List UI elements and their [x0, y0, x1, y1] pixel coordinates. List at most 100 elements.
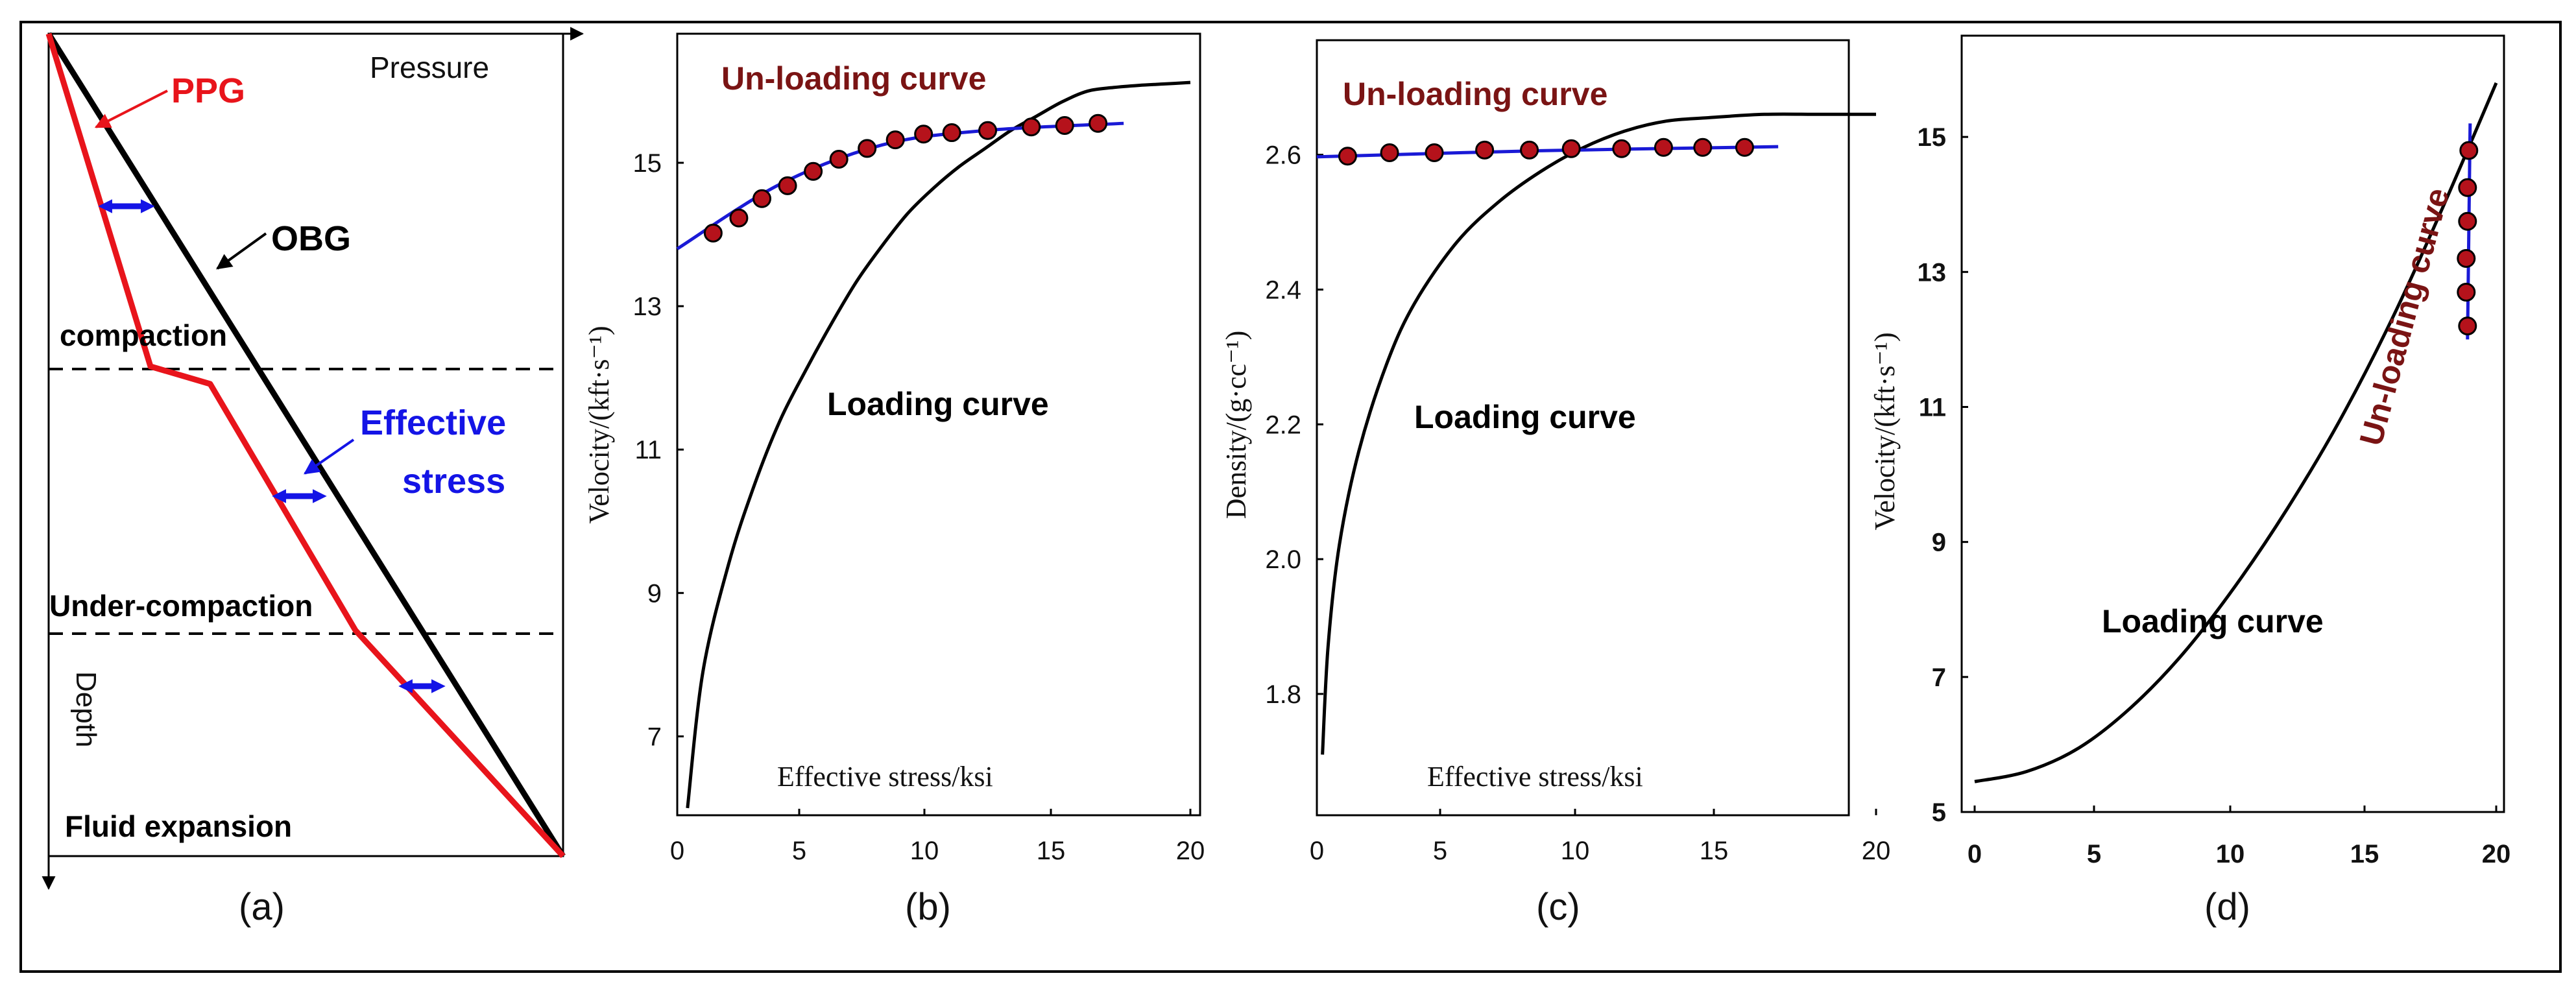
y-tick-label: 7: [1932, 663, 1946, 692]
panel-b-loading-label: Loading curve: [827, 386, 1049, 422]
x-tick-label: 20: [2482, 840, 2511, 868]
panel-c-plot-area: [1316, 39, 1850, 817]
panel-d-loading-label: Loading curve: [2102, 603, 2324, 639]
ppg-label: PPG: [171, 71, 245, 110]
x-tick-label: 15: [1700, 837, 1729, 865]
unloading-data-point: [1022, 117, 1041, 137]
unloading-data-point: [1380, 143, 1399, 163]
panel-b-plot-area: [676, 32, 1201, 817]
y-tick-label: 13: [1918, 258, 1947, 287]
loading-curve: [1974, 82, 2498, 783]
pressure-label: Pressure: [370, 51, 489, 84]
panel-c-unloading-label: Un-loading curve: [1343, 76, 1607, 112]
unloading-data-point: [1561, 139, 1581, 158]
unloading-data-point: [1475, 140, 1495, 160]
unloading-data-point: [2457, 283, 2476, 302]
loading-curve: [1321, 112, 1876, 755]
unloading-data-point: [1612, 139, 1631, 158]
unloading-data-point: [1654, 137, 1673, 157]
panel-b-ylabel: Velocity/(kft·s⁻¹): [583, 326, 615, 523]
unloading-data-point: [752, 189, 772, 208]
unloading-data-point: [1520, 140, 1539, 160]
y-tick-label: 11: [1919, 393, 1946, 422]
x-tick-label: 15: [1037, 837, 1066, 865]
unloading-data-point: [1693, 137, 1713, 157]
y-tick-label: 15: [633, 149, 662, 178]
x-tick-label: 20: [1176, 837, 1205, 865]
figure-frame: [19, 21, 2562, 973]
unloading-data-point: [2458, 316, 2477, 336]
x-tick-label: 0: [1968, 840, 1982, 868]
panel-d-label: (d): [2204, 886, 2250, 928]
unloading-data-point: [829, 149, 849, 169]
compaction-label: compaction: [60, 318, 227, 352]
unloading-data-point: [778, 176, 797, 195]
obg-line: [46, 32, 566, 858]
panel-b-xlabel: Effective stress/ksi: [777, 761, 993, 793]
effective-stress-label-2: stress: [402, 462, 505, 501]
x-tick-label: 10: [1561, 837, 1590, 865]
x-tick-label: 0: [1310, 837, 1324, 865]
obg-pointer: [216, 232, 267, 270]
unloading-data-point: [703, 223, 723, 243]
depth-label: Depth: [70, 671, 102, 747]
ppg-pointer: [94, 90, 168, 128]
y-tick-label: 2.6: [1265, 141, 1301, 170]
panel-c-ylabel: Density/(g·cc⁻¹): [1220, 331, 1252, 519]
obg-label: OBG: [271, 219, 351, 258]
y-tick-label: 1.8: [1265, 680, 1301, 709]
unloading-data-point: [2457, 248, 2476, 268]
panel-a: Pressure Depth PPG OBG compaction Under-…: [42, 27, 584, 928]
y-tick-label: 2.2: [1265, 411, 1301, 439]
panel-b-unloading-label: Un-loading curve: [721, 60, 986, 97]
unloading-data-point: [1055, 116, 1074, 136]
panel-c-label: (c): [1536, 886, 1580, 928]
y-tick-label: 15: [1918, 123, 1947, 152]
x-tick-label: 10: [910, 837, 939, 865]
panel-b-label: (b): [905, 886, 951, 928]
y-tick-label: 11: [634, 436, 662, 464]
x-tick-label: 15: [2350, 840, 2379, 868]
unloading-fit-line: [1316, 145, 1779, 159]
unloading-data-point: [2458, 178, 2477, 197]
x-tick-label: 5: [792, 837, 806, 865]
unloading-data-point: [1089, 113, 1108, 133]
unloading-data-point: [858, 139, 877, 158]
panel-a-label: (a): [239, 886, 285, 928]
unloading-data-point: [942, 123, 961, 143]
unloading-data-point: [914, 125, 933, 144]
unloading-data-point: [2459, 141, 2479, 160]
x-tick-label: 0: [670, 837, 684, 865]
y-tick-label: 5: [1932, 798, 1946, 827]
ppg-line: [45, 32, 566, 859]
effective-stress-pointer: [304, 438, 355, 475]
unloading-data-point: [1338, 147, 1357, 166]
panel-c: 0 5 10 15 20 1.8 2.0 2.2 2.4 2.6 Density/(g·cc⁻¹)…: [1220, 39, 1891, 928]
fluid-expansion-label: Fluid expansion: [65, 809, 292, 843]
x-tick-label: 5: [2087, 840, 2101, 868]
under-compaction-label: Under-compaction: [49, 589, 313, 623]
effective-stress-label-1: Effective: [360, 403, 506, 442]
panel-b: 0 5 10 15 20 7 9 11 13 15 Velocity/(kft·s⁻¹) Effe…: [583, 32, 1205, 928]
loading-curve: [686, 80, 1191, 809]
unloading-data-point: [729, 208, 749, 228]
x-tick-label: 5: [1433, 837, 1447, 865]
y-tick-label: 9: [1932, 529, 1946, 557]
panel-d-ylabel: Velocity/(kft·s⁻¹): [1869, 332, 1901, 530]
unloading-data-point: [1735, 137, 1754, 157]
panel-c-loading-label: Loading curve: [1414, 399, 1636, 435]
y-tick-label: 13: [633, 293, 662, 321]
x-tick-label: 20: [1862, 837, 1891, 865]
y-tick-label: 2.0: [1265, 545, 1301, 574]
panel-d-plot-area: [1960, 34, 2505, 813]
unloading-data-point: [2458, 211, 2477, 231]
y-tick-label: 7: [647, 722, 662, 751]
panel-c-xlabel: Effective stress/ksi: [1427, 761, 1643, 793]
panel-d-unloading-label: Un-loading curve: [2353, 184, 2457, 449]
unloading-data-point: [804, 161, 823, 181]
x-tick-label: 10: [2216, 840, 2245, 868]
unloading-data-point: [885, 130, 905, 150]
unloading-data-point: [1425, 143, 1444, 163]
